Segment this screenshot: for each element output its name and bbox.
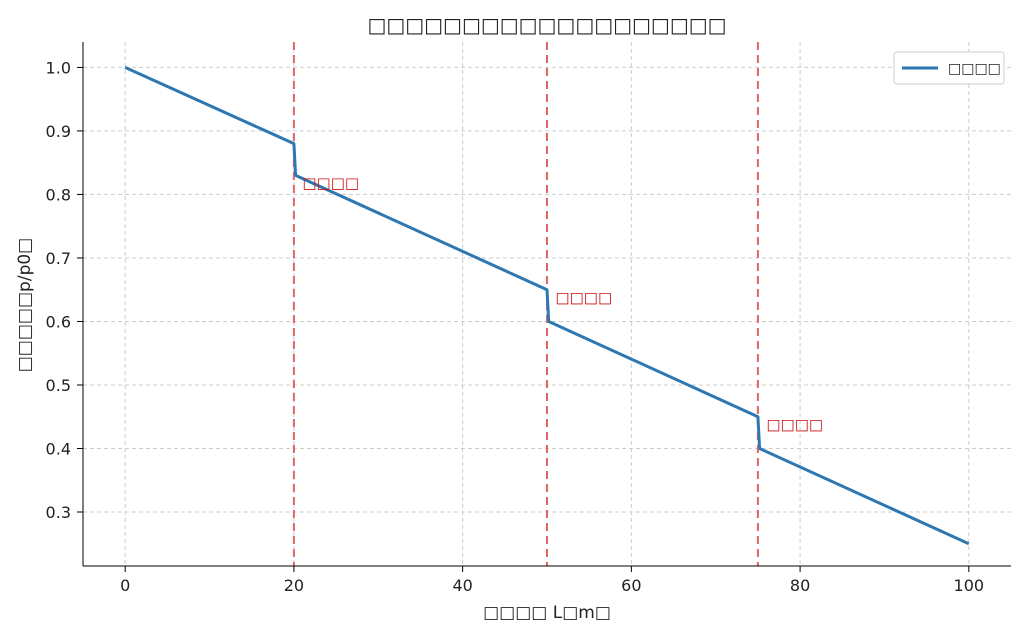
chart-title: □□□□□□□□□□□□□□□□□□□ (367, 13, 726, 37)
y-tick-label: 0.9 (46, 122, 71, 141)
annotation-label: □□□□ (555, 288, 612, 306)
data-series (124, 66, 970, 546)
y-tick-label: 1.0 (46, 58, 71, 77)
x-tick-label: 0 (120, 576, 130, 595)
legend-label: □□□□ (948, 61, 1001, 77)
annotation-label: □□□□ (766, 415, 823, 433)
series-line (124, 66, 970, 546)
x-tick-label: 100 (954, 576, 985, 595)
y-tick-label: 0.6 (46, 312, 71, 331)
x-tick-label: 20 (284, 576, 304, 595)
axes (82, 42, 1011, 567)
grid-lines (83, 42, 1011, 566)
x-axis-label: □□□□ L□m□ (483, 603, 611, 623)
tick-marks: 0 20 40 60 80 100 0.3 0.4 0.5 0.6 0.7 0.8 0.9 1.0 (46, 58, 985, 595)
legend-box (893, 51, 1005, 85)
x-tick-label: 80 (790, 576, 810, 595)
y-tick-label: 0.4 (46, 439, 71, 458)
y-tick-label: 0.3 (46, 503, 71, 522)
annotation-label: □□□□ (302, 174, 359, 192)
x-tick-label: 40 (452, 576, 472, 595)
y-tick-label: 0.7 (46, 249, 71, 268)
y-tick-label: 0.5 (46, 376, 71, 395)
x-tick-label: 60 (621, 576, 641, 595)
y-axis-label: □□□□□p/p0□ (15, 238, 35, 373)
y-tick-label: 0.8 (46, 185, 71, 204)
annotations: □□□□ □□□□ □□□□ (302, 174, 823, 433)
legend: □□□□ (893, 51, 1005, 85)
